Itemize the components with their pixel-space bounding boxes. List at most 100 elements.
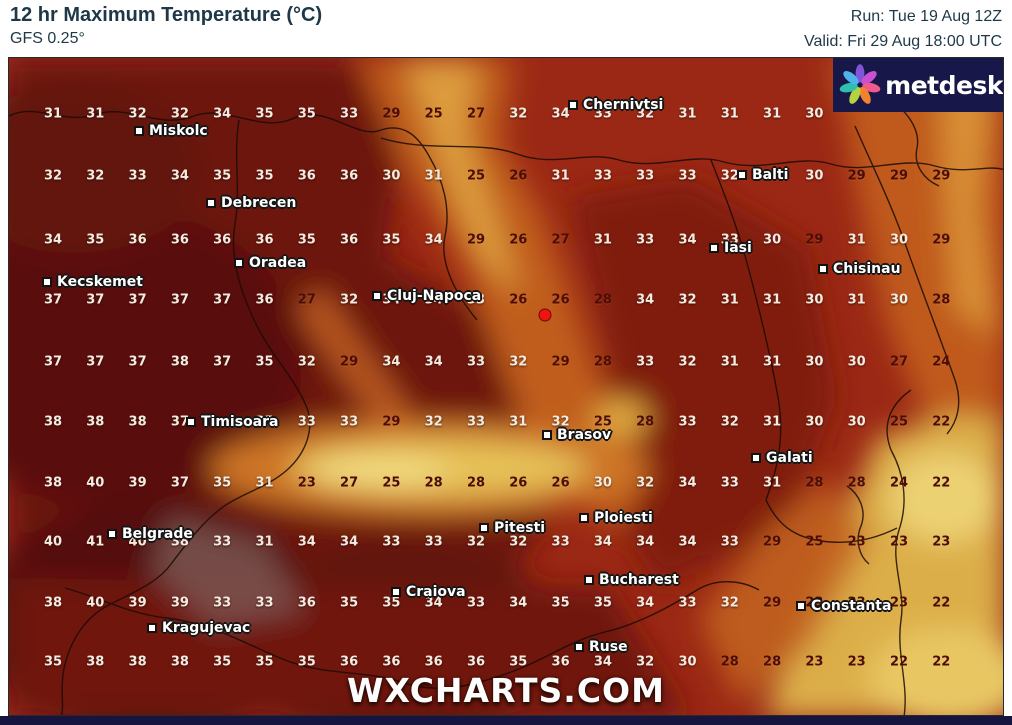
temp-value: 22 bbox=[932, 654, 951, 670]
temp-value: 28 bbox=[932, 292, 951, 308]
city-marker-icon bbox=[107, 529, 117, 539]
temp-value: 28 bbox=[847, 475, 866, 491]
temp-value: 22 bbox=[889, 654, 909, 670]
temp-value: 37 bbox=[170, 414, 189, 430]
temp-value: 35 bbox=[255, 414, 274, 430]
temp-value: 29 bbox=[551, 354, 570, 370]
temp-value: 36 bbox=[128, 232, 147, 248]
temp-value: 31 bbox=[847, 292, 866, 308]
temp-value: 38 bbox=[128, 414, 147, 430]
temp-value: 34 bbox=[340, 534, 359, 550]
temp-value: 31 bbox=[255, 475, 274, 491]
temp-value: 30 bbox=[805, 354, 824, 370]
temp-value: 30 bbox=[805, 414, 824, 430]
temp-value: 33 bbox=[466, 595, 486, 611]
city-name: Kragujevac bbox=[162, 620, 251, 636]
temp-value: 35 bbox=[86, 232, 105, 248]
temp-value: 31 bbox=[720, 106, 739, 122]
city-label-miskolc: Miskolc bbox=[134, 123, 208, 139]
city-marker-icon bbox=[391, 587, 401, 597]
city-label-belgrade: Belgrade bbox=[107, 526, 193, 542]
temp-value: 27 bbox=[889, 354, 909, 370]
temp-value: 34 bbox=[213, 106, 232, 122]
temp-value: 32 bbox=[297, 354, 316, 370]
temp-value: 25 bbox=[466, 168, 486, 184]
temp-value: 33 bbox=[297, 414, 316, 430]
temp-value: 34 bbox=[636, 595, 655, 611]
temp-value: 31 bbox=[678, 106, 697, 122]
temp-value: 33 bbox=[466, 292, 486, 308]
valid-time-label: Valid: Fri 29 Aug 18:00 UTC bbox=[803, 33, 1002, 50]
city-name: Balti bbox=[752, 167, 789, 183]
city-name: Timisoara bbox=[201, 414, 279, 430]
temp-value: 38 bbox=[170, 354, 189, 370]
temp-value: 31 bbox=[720, 354, 739, 370]
city-marker-icon bbox=[134, 126, 144, 136]
city-marker-icon bbox=[479, 523, 489, 533]
city-label-chernivtsi: Chernivtsi bbox=[568, 97, 663, 113]
temp-value: 29 bbox=[889, 168, 909, 184]
city-name: Galati bbox=[766, 450, 813, 466]
temp-value: 33 bbox=[213, 534, 232, 550]
temp-value: 32 bbox=[551, 414, 570, 430]
city-name: Ruse bbox=[589, 639, 628, 655]
run-valid-block: Run: Tue 19 Aug 12Z Valid: Fri 29 Aug 18… bbox=[804, 4, 1002, 54]
temp-value: 27 bbox=[466, 106, 486, 122]
city-marker-icon bbox=[574, 642, 584, 652]
city-marker-icon bbox=[372, 291, 382, 301]
temp-value: 33 bbox=[678, 414, 697, 430]
city-label-ploiesti: Ploiesti bbox=[579, 510, 653, 526]
temp-value: 34 bbox=[170, 168, 189, 184]
temp-value: 29 bbox=[805, 232, 824, 248]
temp-value: 32 bbox=[170, 106, 189, 122]
temp-value: 32 bbox=[466, 534, 486, 550]
temp-value: 38 bbox=[128, 654, 147, 670]
temp-value: 27 bbox=[551, 232, 570, 248]
temp-value: 37 bbox=[86, 292, 105, 308]
temp-value: 39 bbox=[170, 595, 189, 611]
temp-value: 35 bbox=[213, 168, 232, 184]
temp-value: 33 bbox=[340, 106, 359, 122]
map: 31 31 32 32 34 35 35 33 29 25 27 32 34 33 32 31 31 31 30 32… bbox=[8, 57, 1004, 716]
temp-value: 34 bbox=[593, 534, 612, 550]
temp-value: 23 bbox=[847, 654, 866, 670]
temp-value: 32 bbox=[636, 106, 655, 122]
temp-value: 35 bbox=[509, 654, 528, 670]
temp-value: 36 bbox=[340, 168, 359, 184]
temp-value: 34 bbox=[43, 232, 63, 248]
temp-value: 33 bbox=[213, 595, 232, 611]
temp-value: 31 bbox=[763, 475, 782, 491]
temp-value: 39 bbox=[128, 475, 147, 491]
temp-value: 37 bbox=[128, 292, 147, 308]
temp-value: 36 bbox=[551, 654, 570, 670]
temp-value: 36 bbox=[340, 654, 359, 670]
temp-value: 32 bbox=[636, 475, 655, 491]
city-name: Iasi bbox=[724, 240, 752, 256]
temp-value: 33 bbox=[424, 534, 443, 550]
city-marker-icon bbox=[579, 513, 589, 523]
temp-value: 33 bbox=[340, 414, 359, 430]
temp-value: 33 bbox=[678, 168, 697, 184]
city-marker-icon bbox=[818, 264, 828, 274]
temp-value: 29 bbox=[340, 354, 359, 370]
temp-value: 31 bbox=[424, 168, 443, 184]
temp-value: 31 bbox=[43, 106, 63, 122]
temp-value: 28 bbox=[593, 292, 612, 308]
temp-value: 35 bbox=[213, 475, 232, 491]
temp-value: 34 bbox=[636, 534, 655, 550]
temp-value: 33 bbox=[678, 595, 697, 611]
temp-value: 25 bbox=[593, 414, 612, 430]
temp-value: 33 bbox=[720, 475, 739, 491]
city-marker-icon bbox=[542, 430, 552, 440]
temp-value: 32 bbox=[43, 168, 63, 184]
temp-value: 37 bbox=[86, 354, 105, 370]
temp-value: 34 bbox=[678, 232, 697, 248]
temp-value: 28 bbox=[593, 354, 612, 370]
temp-value: 32 bbox=[340, 292, 359, 308]
temp-value: 35 bbox=[340, 595, 359, 611]
temp-value: 28 bbox=[424, 475, 443, 491]
city-name: Brasov bbox=[557, 427, 612, 443]
city-label-oradea: Oradea bbox=[234, 255, 306, 271]
temp-value: 31 bbox=[720, 292, 739, 308]
temp-value: 32 bbox=[720, 168, 739, 184]
